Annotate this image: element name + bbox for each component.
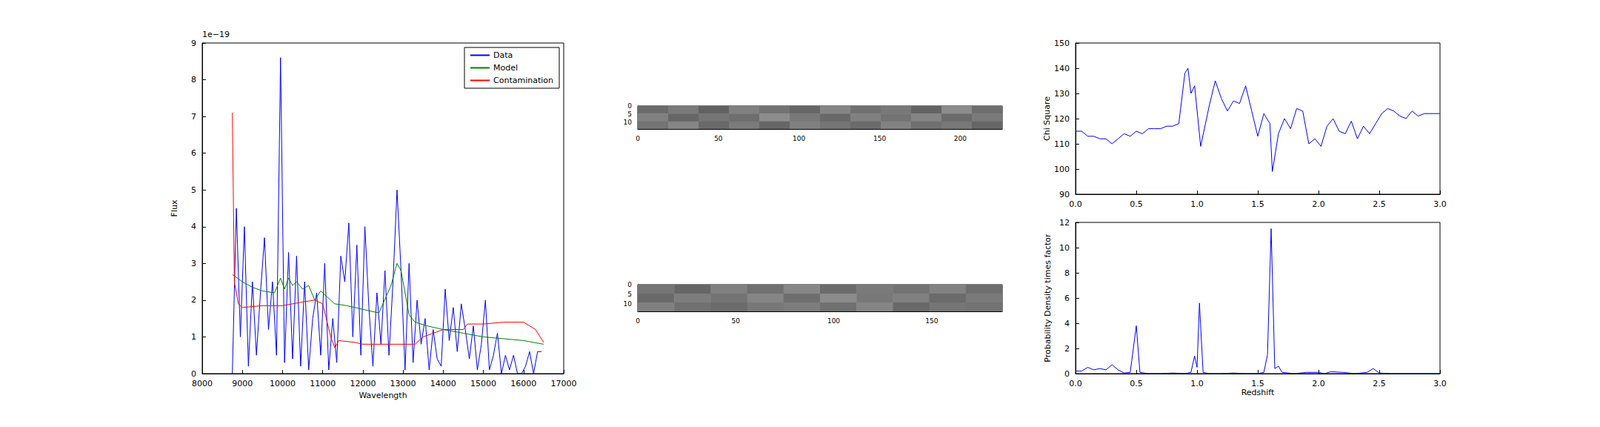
svg-text:6: 6 bbox=[191, 148, 197, 158]
svg-text:100: 100 bbox=[827, 317, 840, 325]
svg-text:2.5: 2.5 bbox=[1372, 199, 1386, 209]
svg-text:90: 90 bbox=[1059, 189, 1070, 200]
svg-text:50: 50 bbox=[714, 134, 723, 143]
svg-text:Chi Square: Chi Square bbox=[1042, 96, 1052, 141]
svg-text:100: 100 bbox=[792, 134, 806, 143]
svg-text:Wavelength: Wavelength bbox=[358, 390, 407, 400]
svg-text:150: 150 bbox=[873, 134, 886, 143]
svg-text:6: 6 bbox=[1064, 293, 1070, 303]
svg-text:7: 7 bbox=[191, 111, 197, 122]
svg-text:110: 110 bbox=[1054, 139, 1070, 149]
svg-text:0: 0 bbox=[627, 280, 632, 289]
svg-text:3: 3 bbox=[191, 258, 197, 269]
svg-text:13000: 13000 bbox=[390, 378, 417, 389]
svg-text:4: 4 bbox=[1064, 318, 1070, 329]
svg-text:Model: Model bbox=[493, 62, 518, 73]
svg-text:Probability Density times fact: Probability Density times factor bbox=[1042, 233, 1053, 363]
svg-text:140: 140 bbox=[1054, 63, 1070, 74]
svg-text:120: 120 bbox=[1054, 114, 1070, 124]
svg-text:14000: 14000 bbox=[430, 378, 457, 389]
svg-text:3.0: 3.0 bbox=[1433, 199, 1447, 209]
svg-text:3.0: 3.0 bbox=[1433, 378, 1447, 389]
svg-text:200: 200 bbox=[954, 134, 967, 143]
svg-text:15000: 15000 bbox=[470, 378, 497, 389]
svg-text:8: 8 bbox=[1064, 268, 1070, 278]
svg-text:130: 130 bbox=[1054, 88, 1070, 99]
svg-text:0.5: 0.5 bbox=[1129, 199, 1143, 209]
svg-text:2: 2 bbox=[1064, 343, 1070, 354]
svg-text:2: 2 bbox=[191, 294, 197, 305]
svg-text:16000: 16000 bbox=[510, 378, 537, 389]
svg-text:150: 150 bbox=[925, 317, 938, 325]
svg-text:9000: 9000 bbox=[231, 378, 253, 389]
svg-text:0: 0 bbox=[1064, 368, 1070, 379]
svg-text:150: 150 bbox=[1054, 38, 1070, 49]
svg-text:4: 4 bbox=[191, 221, 197, 232]
svg-text:Flux: Flux bbox=[169, 199, 180, 217]
svg-text:10: 10 bbox=[623, 300, 633, 308]
svg-text:11000: 11000 bbox=[309, 378, 336, 389]
svg-text:12000: 12000 bbox=[349, 378, 376, 389]
svg-text:0: 0 bbox=[191, 368, 197, 379]
svg-text:1e−19: 1e−19 bbox=[202, 29, 230, 40]
svg-text:1.0: 1.0 bbox=[1190, 378, 1204, 389]
svg-text:5: 5 bbox=[627, 290, 632, 298]
svg-text:1.0: 1.0 bbox=[1190, 199, 1204, 209]
svg-text:9: 9 bbox=[191, 38, 197, 49]
svg-text:50: 50 bbox=[731, 317, 741, 325]
svg-text:0.0: 0.0 bbox=[1068, 199, 1083, 209]
svg-text:5: 5 bbox=[191, 185, 197, 195]
svg-text:8000: 8000 bbox=[191, 378, 213, 389]
svg-text:2.0: 2.0 bbox=[1311, 199, 1326, 209]
svg-text:10: 10 bbox=[1059, 242, 1070, 253]
svg-text:2.5: 2.5 bbox=[1372, 378, 1386, 389]
svg-text:100: 100 bbox=[1054, 164, 1070, 175]
svg-text:8: 8 bbox=[191, 74, 197, 85]
svg-text:10: 10 bbox=[623, 118, 633, 126]
svg-text:Data: Data bbox=[493, 50, 513, 60]
svg-text:0.5: 0.5 bbox=[1129, 378, 1143, 389]
svg-text:Redshift: Redshift bbox=[1241, 387, 1275, 398]
svg-text:1.5: 1.5 bbox=[1251, 199, 1265, 209]
svg-text:Contamination: Contamination bbox=[493, 75, 554, 86]
svg-text:17000: 17000 bbox=[551, 378, 578, 389]
svg-text:12: 12 bbox=[1059, 217, 1070, 228]
svg-text:1.5: 1.5 bbox=[1251, 378, 1265, 389]
svg-text:0.0: 0.0 bbox=[1068, 378, 1083, 389]
svg-text:2.0: 2.0 bbox=[1311, 378, 1326, 389]
svg-text:0: 0 bbox=[635, 134, 640, 143]
svg-text:10000: 10000 bbox=[269, 378, 296, 389]
svg-text:0: 0 bbox=[635, 317, 640, 325]
svg-text:5: 5 bbox=[627, 110, 632, 118]
svg-text:1: 1 bbox=[191, 331, 197, 342]
svg-text:0: 0 bbox=[627, 102, 632, 110]
